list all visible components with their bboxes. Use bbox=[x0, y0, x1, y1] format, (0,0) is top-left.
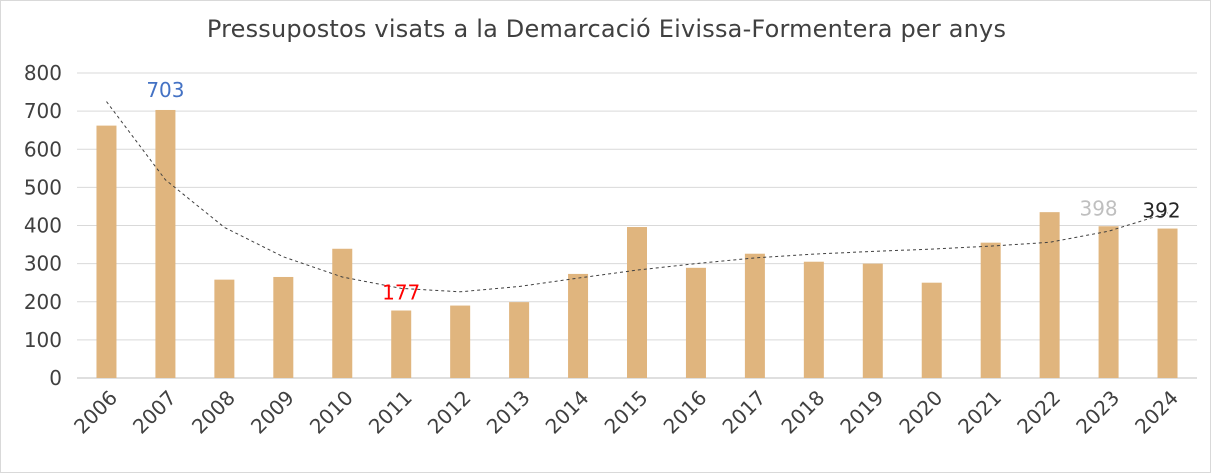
y-tick-label: 800 bbox=[24, 61, 62, 85]
bar-2007 bbox=[155, 109, 176, 378]
x-tick-label: 2008 bbox=[187, 386, 240, 439]
x-tick-label: 2021 bbox=[953, 386, 1006, 439]
x-tick-label: 2017 bbox=[717, 386, 770, 439]
y-tick-label: 0 bbox=[49, 366, 62, 390]
x-tick-label: 2018 bbox=[776, 386, 829, 439]
x-tick-label: 2012 bbox=[423, 386, 476, 439]
bar-2019 bbox=[862, 263, 883, 378]
y-tick-label: 300 bbox=[24, 252, 62, 276]
bar-2022 bbox=[1039, 212, 1060, 378]
y-tick-label: 100 bbox=[24, 328, 62, 352]
y-tick-label: 400 bbox=[24, 214, 62, 238]
y-tick-label: 200 bbox=[24, 290, 62, 314]
bar-2012 bbox=[450, 305, 471, 378]
y-tick-label: 700 bbox=[24, 99, 62, 123]
bar-2018 bbox=[803, 261, 824, 378]
x-tick-label: 2006 bbox=[69, 386, 122, 439]
x-tick-label: 2020 bbox=[894, 386, 947, 439]
x-tick-label: 2007 bbox=[128, 386, 181, 439]
x-tick-label: 2016 bbox=[659, 386, 712, 439]
x-tick-label: 2022 bbox=[1012, 386, 1065, 439]
data-label-2024: 392 bbox=[1142, 199, 1180, 223]
bar-2023 bbox=[1098, 226, 1119, 378]
y-tick-label: 600 bbox=[24, 137, 62, 161]
bar-2015 bbox=[627, 227, 647, 378]
x-tick-label: 2024 bbox=[1130, 386, 1183, 439]
bar-2013 bbox=[509, 302, 530, 378]
bar-2010 bbox=[332, 248, 353, 378]
bar-2020 bbox=[921, 282, 942, 378]
x-tick-label: 2013 bbox=[482, 386, 535, 439]
chart-title: Pressupostos visats a la Demarcació Eivi… bbox=[206, 15, 1007, 43]
y-tick-label: 500 bbox=[24, 175, 62, 199]
x-tick-label: 2014 bbox=[541, 386, 594, 439]
x-tick-label: 2023 bbox=[1071, 386, 1124, 439]
x-tick-label: 2011 bbox=[364, 386, 417, 439]
data-label-2011: 177 bbox=[382, 281, 420, 305]
bar-2006 bbox=[96, 125, 117, 378]
bar-2024 bbox=[1157, 228, 1178, 378]
x-tick-label: 2009 bbox=[246, 386, 299, 439]
x-tick-label: 2015 bbox=[600, 386, 653, 439]
bar-2014 bbox=[568, 273, 589, 378]
data-label-2007: 703 bbox=[146, 78, 184, 102]
x-tick-label: 2019 bbox=[835, 386, 888, 439]
bar-2021 bbox=[980, 242, 1001, 378]
x-tick-label: 2010 bbox=[305, 386, 358, 439]
bar-2011 bbox=[391, 310, 412, 378]
bar-2009 bbox=[273, 276, 294, 378]
data-label-2023: 398 bbox=[1079, 196, 1117, 220]
bar-2008 bbox=[214, 279, 235, 378]
bar-2016 bbox=[685, 267, 706, 378]
bar-2017 bbox=[744, 253, 765, 378]
